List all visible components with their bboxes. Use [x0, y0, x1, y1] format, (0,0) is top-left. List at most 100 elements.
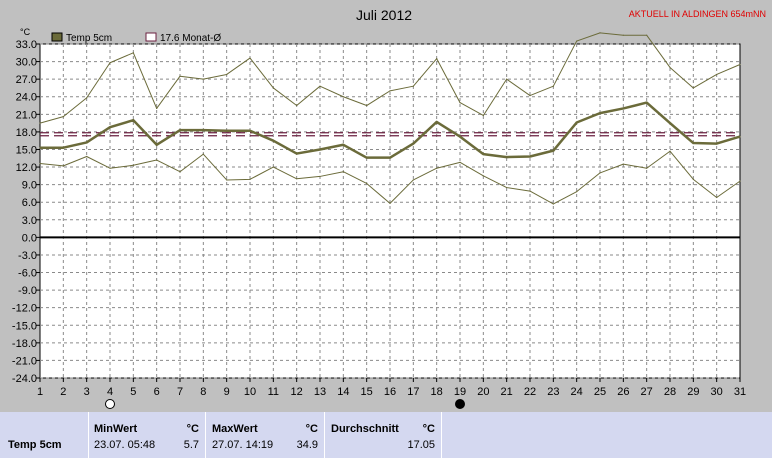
data-point-average: [716, 143, 718, 145]
data-point-max: [249, 57, 251, 59]
data-point-average: [156, 144, 158, 146]
data-point-max: [716, 73, 718, 76]
legend-label-temp: Temp 5cm: [66, 33, 112, 44]
x-tick-label: 25: [594, 386, 606, 398]
avg-header: Durchschnitt: [331, 423, 399, 435]
data-point-min: [319, 175, 321, 178]
data-point-min: [342, 171, 344, 173]
data-point-min: [716, 196, 718, 199]
data-point-min: [646, 167, 648, 169]
y-unit-label: °C: [20, 27, 31, 37]
data-point-average: [389, 157, 391, 159]
y-tick-label: -6.0: [18, 268, 37, 280]
data-point-max: [459, 101, 461, 104]
min-value: 5.7: [183, 439, 199, 451]
max-time: 27.07. 14:19: [212, 439, 274, 451]
min-unit: °C: [186, 423, 199, 435]
data-point-min: [179, 171, 181, 173]
data-point-average: [576, 121, 578, 124]
x-tick-label: 31: [734, 386, 746, 398]
y-tick-label: 0.0: [22, 232, 37, 244]
x-tick-label: 5: [130, 386, 136, 398]
data-point-max: [319, 85, 321, 87]
y-tick-label: -15.0: [12, 320, 37, 332]
x-tick-label: 2: [60, 386, 66, 398]
data-point-average: [342, 144, 344, 146]
avg-unit: °C: [422, 423, 435, 435]
data-point-average: [482, 153, 484, 155]
x-tick-label: 9: [224, 386, 230, 398]
y-tick-label: -21.0: [12, 355, 37, 367]
data-point-min: [576, 191, 578, 193]
data-point-max: [669, 66, 671, 69]
data-point-max: [529, 94, 531, 97]
x-tick-label: 17: [407, 386, 419, 398]
stats-avg-cell: Durchschnitt °C 17.05: [324, 412, 441, 458]
x-tick-label: 26: [617, 386, 629, 398]
data-point-average: [62, 147, 64, 149]
data-point-min: [552, 203, 554, 205]
y-tick-label: 9.0: [22, 180, 37, 192]
data-point-average: [646, 101, 648, 104]
x-tick-label: 13: [314, 386, 326, 398]
data-point-min: [109, 167, 111, 169]
x-tick-label: 30: [711, 386, 723, 398]
data-point-min: [459, 161, 461, 163]
min-time: 23.07. 05:48: [94, 439, 156, 451]
data-point-average: [529, 155, 531, 158]
x-tick-label: 18: [431, 386, 443, 398]
data-point-average: [39, 147, 41, 149]
x-tick-label: 10: [244, 386, 256, 398]
stats-row-label: Temp 5cm: [8, 439, 62, 451]
data-point-average: [459, 135, 461, 138]
x-tick-label: 23: [547, 386, 559, 398]
data-point-min: [156, 159, 158, 161]
x-tick-label: 22: [524, 386, 536, 398]
data-point-average: [692, 142, 694, 144]
data-point-max: [226, 73, 228, 76]
data-point-average: [599, 112, 601, 114]
data-point-max: [599, 32, 601, 34]
legend-swatch-month-avg: [145, 32, 157, 42]
data-point-min: [739, 180, 741, 182]
data-point-max: [552, 85, 554, 87]
data-point-min: [132, 164, 134, 166]
x-tick-label: 27: [641, 386, 653, 398]
max-value: 34.9: [296, 439, 318, 451]
y-tick-label: 24.0: [16, 92, 37, 104]
y-tick-label: 21.0: [16, 109, 37, 121]
new-moon-icon: [455, 399, 465, 409]
data-point-average: [669, 122, 671, 124]
data-point-max: [436, 58, 438, 60]
data-point-average: [296, 152, 298, 155]
y-tick-label: 18.0: [16, 127, 37, 139]
x-tick-label: 4: [107, 386, 113, 398]
y-tick-label: 15.0: [16, 144, 37, 156]
data-point-max: [86, 97, 88, 99]
y-tick-label: -18.0: [12, 338, 37, 350]
x-tick-label: 15: [361, 386, 373, 398]
x-tick-label: 19: [454, 386, 466, 398]
data-point-average: [412, 143, 414, 145]
data-point-average: [319, 148, 321, 151]
full-moon-icon: [105, 399, 115, 409]
y-tick-label: -12.0: [12, 303, 37, 315]
data-point-max: [412, 85, 414, 87]
data-point-min: [599, 172, 601, 174]
y-tick-label: -9.0: [18, 285, 37, 297]
data-point-max: [39, 122, 41, 124]
data-point-max: [132, 52, 134, 54]
data-point-min: [412, 179, 414, 181]
data-point-min: [62, 165, 64, 167]
data-point-average: [202, 129, 204, 131]
data-point-min: [669, 150, 671, 152]
data-point-average: [132, 119, 134, 121]
y-tick-label: 6.0: [22, 197, 37, 209]
data-point-average: [226, 130, 228, 132]
y-tick-label: 12.0: [16, 162, 37, 174]
x-tick-label: 11: [268, 386, 279, 398]
data-point-max: [342, 96, 344, 98]
stats-empty-cell: [441, 412, 772, 458]
data-point-min: [692, 178, 694, 180]
